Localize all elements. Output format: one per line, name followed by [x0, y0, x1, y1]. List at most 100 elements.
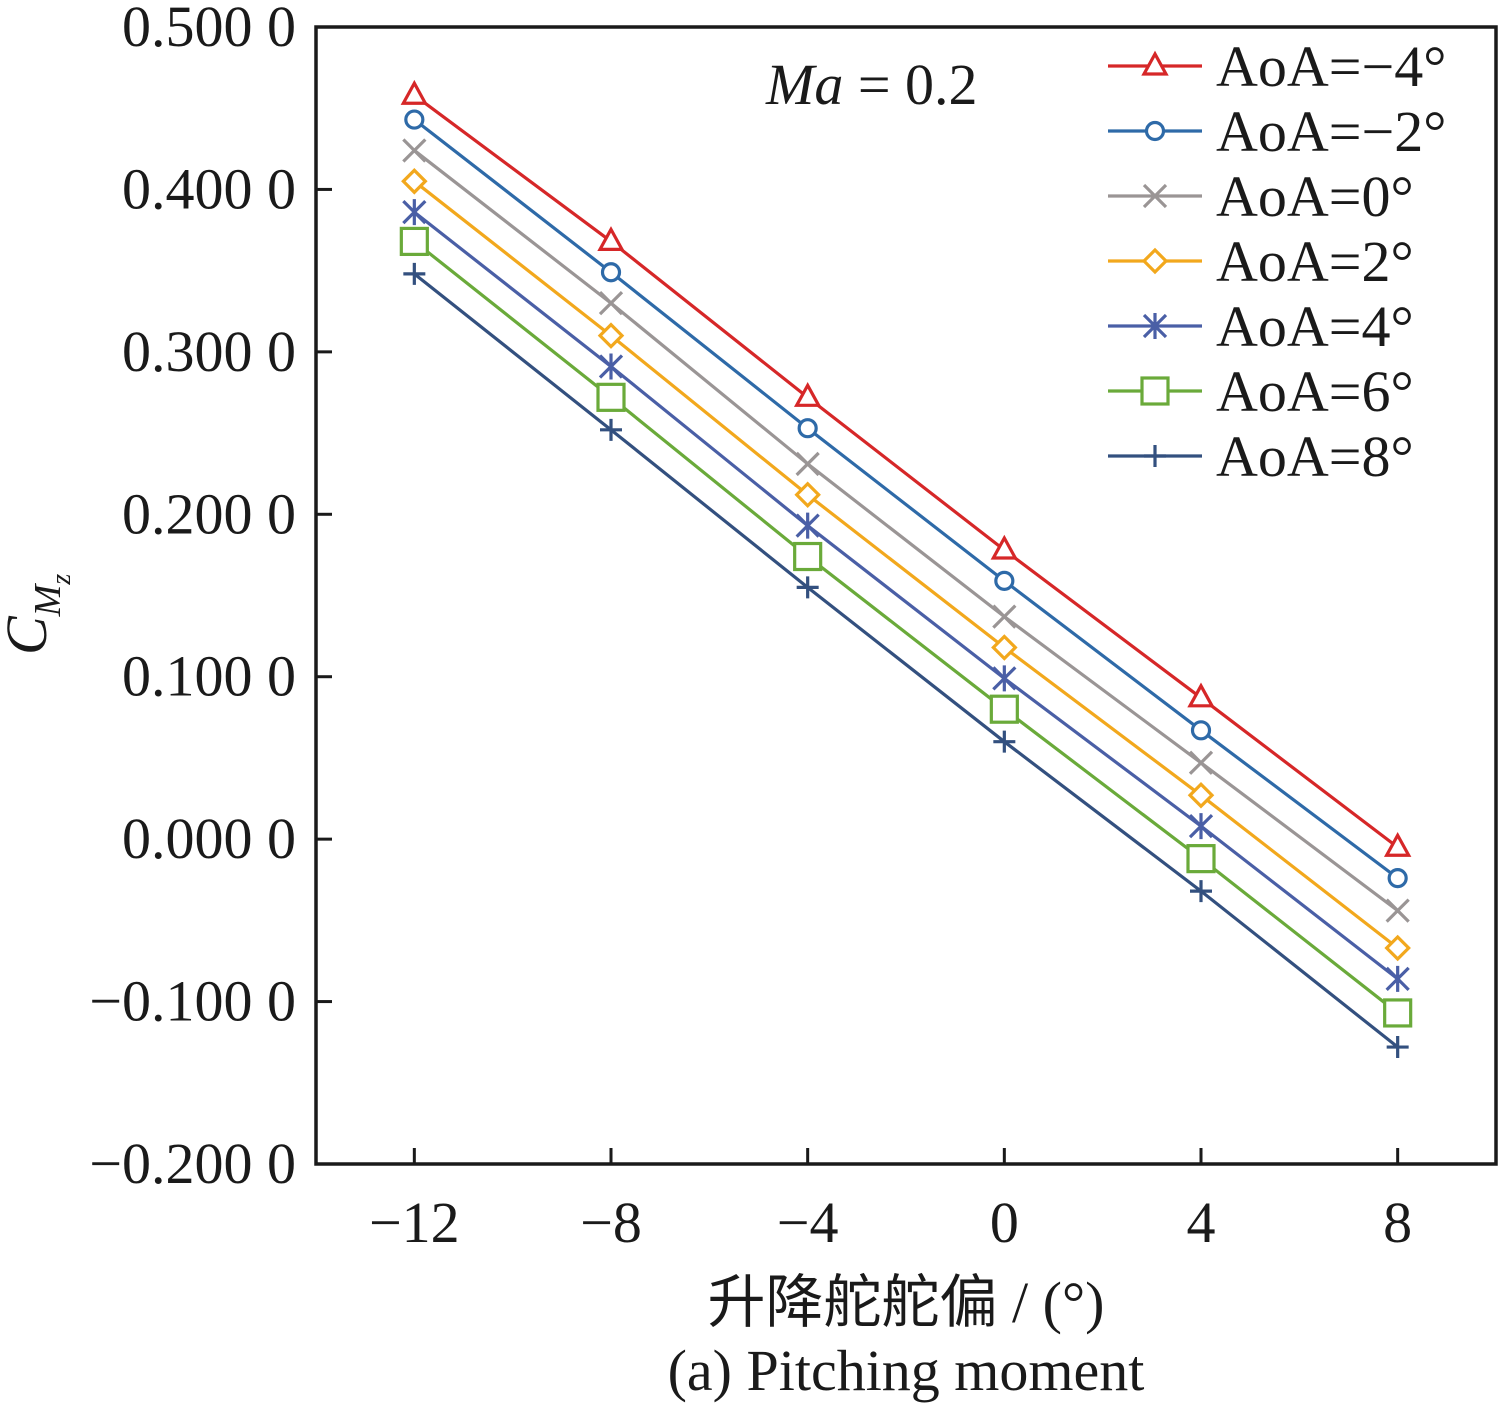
series-point: [1187, 682, 1215, 708]
legend-label: AoA=−4°: [1216, 34, 1446, 99]
series-line: [413, 210, 1399, 981]
x-axis-ticks: −12 −8 −4 0 4 8: [369, 1148, 1412, 1255]
series-layer: [399, 79, 1413, 1059]
series-point: [1383, 998, 1413, 1028]
series-point: [994, 570, 1015, 591]
series-7: [403, 262, 1409, 1059]
legend-label: AoA=4°: [1216, 294, 1414, 359]
y-tick-label: 0.200 0: [122, 481, 296, 546]
legend-label: AoA=0°: [1216, 164, 1414, 229]
series-point: [991, 634, 1018, 661]
series-5: [402, 199, 1410, 992]
series-point: [596, 382, 626, 412]
series-point: [794, 481, 821, 509]
y-tick-label: 0.500 0: [122, 0, 296, 59]
series-point: [1187, 782, 1215, 809]
legend-marker: [1144, 120, 1166, 142]
legend-entry: AoA=−4°: [1108, 34, 1446, 99]
x-tick-label: 0: [990, 1190, 1019, 1255]
y-tick-label: 0.000 0: [122, 806, 296, 871]
series-point: [600, 262, 622, 283]
y-tick-label: −0.200 0: [89, 1131, 296, 1196]
series-point: [1387, 868, 1408, 889]
y-tick-label: 0.100 0: [122, 644, 296, 709]
x-tick-label: 8: [1383, 1190, 1412, 1255]
legend-entry: AoA=8°: [1108, 424, 1414, 489]
series-point: [1384, 934, 1411, 962]
series-point: [796, 576, 819, 599]
legend-marker: [1141, 50, 1169, 76]
series-point: [402, 138, 427, 163]
x-tick-label: −4: [777, 1190, 839, 1255]
legend-label: AoA=8°: [1216, 424, 1414, 489]
series-point: [597, 226, 625, 252]
series-point: [400, 79, 429, 105]
y-tick-label: 0.400 0: [122, 156, 296, 221]
y-axis-label: CMz: [0, 574, 77, 655]
series-point: [598, 353, 624, 380]
series-line: [413, 240, 1399, 1015]
y-tick-label: −0.100 0: [89, 969, 296, 1034]
series-point: [1385, 965, 1410, 992]
series-point: [797, 418, 818, 439]
legend-marker: [1144, 445, 1166, 467]
series-point: [401, 168, 428, 195]
series-point: [992, 665, 1017, 692]
series-point: [1385, 898, 1410, 923]
series-point: [404, 109, 425, 130]
legend-entry: AoA=6°: [1108, 359, 1414, 424]
series-point: [1186, 844, 1216, 874]
series-line: [413, 93, 1399, 849]
legend-entry: AoA=−2°: [1108, 99, 1446, 164]
legend-marker: [1141, 247, 1169, 275]
series-point: [793, 382, 822, 407]
legend-label: AoA=6°: [1216, 359, 1414, 424]
legend-marker: [1142, 183, 1168, 209]
series-line: [413, 180, 1399, 950]
series-point: [1188, 750, 1214, 775]
series-4: [401, 168, 1411, 962]
legend-entry: AoA=0°: [1108, 164, 1414, 229]
y-tick-label: 0.300 0: [122, 319, 296, 384]
series-point: [989, 694, 1019, 724]
series-line: [413, 272, 1399, 1049]
series-3: [402, 138, 1410, 923]
x-tick-label: −8: [580, 1190, 642, 1255]
x-tick-label: −12: [369, 1190, 460, 1255]
series-point: [1190, 880, 1212, 903]
series-line: [413, 118, 1399, 880]
legend: AoA=−4°AoA=−2°AoA=0°AoA=2°AoA=4°AoA=6°Ao…: [1108, 34, 1446, 489]
series-point: [1383, 831, 1412, 857]
legend-entry: AoA=2°: [1108, 229, 1414, 294]
series-1: [400, 79, 1412, 857]
figure-caption: (a) Pitching moment: [668, 1338, 1145, 1403]
series-2: [404, 109, 1408, 889]
legend-entry: AoA=4°: [1108, 294, 1414, 359]
y-axis-ticks: −0.200 0 −0.100 0 0.000 0 0.100 0 0.200 0 0.3…: [89, 0, 332, 1196]
legend-label: AoA=2°: [1216, 229, 1414, 294]
series-point: [1190, 720, 1212, 741]
series-point: [990, 534, 1019, 560]
series-point: [793, 541, 823, 572]
series-point: [1188, 813, 1214, 840]
x-tick-label: 4: [1187, 1190, 1216, 1255]
series-point: [1386, 1036, 1409, 1059]
plot-frame: [314, 25, 1498, 1166]
series-point: [795, 451, 820, 477]
series-point: [402, 199, 427, 226]
series-point: [597, 322, 625, 349]
x-axis-label: 升降舵舵偏 / (°): [708, 1270, 1105, 1335]
legend-marker: [1140, 376, 1170, 406]
legend-label: AoA=−2°: [1216, 99, 1446, 164]
series-point: [403, 262, 426, 285]
series-point: [993, 730, 1016, 753]
series-point: [598, 290, 624, 316]
series-point: [399, 226, 429, 257]
ma-annotation: Ma = 0.2: [765, 52, 978, 117]
series-6: [399, 226, 1413, 1028]
series-point: [795, 512, 820, 539]
series-point: [992, 604, 1017, 629]
series-point: [600, 418, 622, 441]
legend-marker: [1142, 313, 1168, 339]
